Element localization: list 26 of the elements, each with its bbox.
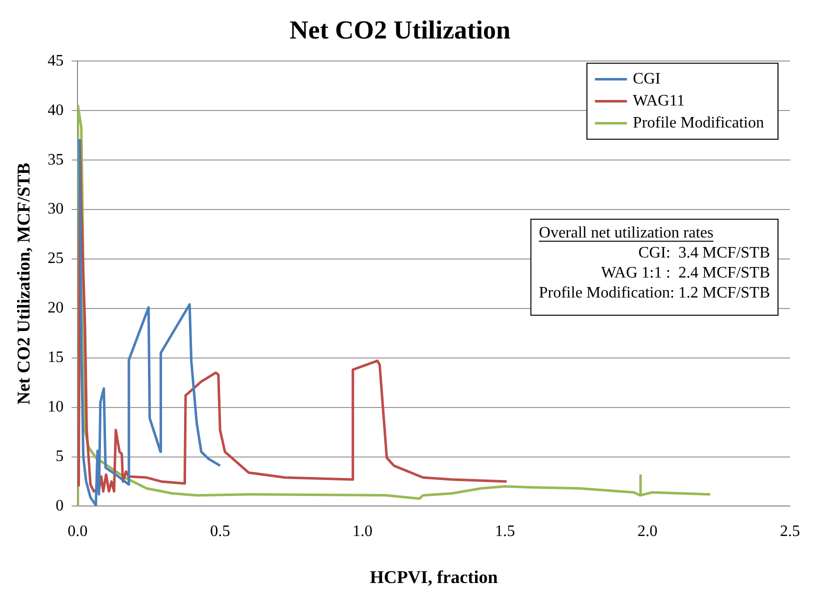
legend-label: WAG11 [632, 92, 685, 110]
x-tick-label: 1.0 [352, 523, 373, 540]
annotation: CGI: 3.4 MCF/STB [638, 244, 770, 262]
annotation: WAG 1:1 : 2.4 MCF/STB [601, 264, 770, 282]
annotation: Overall net utilization rates [538, 224, 714, 242]
y-tick-label: 10 [48, 398, 64, 416]
annotation: Profile Modification: 1.2 MCF/STB [538, 284, 770, 302]
x-tick-label: 0.5 [210, 523, 230, 540]
y-tick-label: 25 [48, 250, 64, 268]
x-tick-label: 0.0 [68, 523, 88, 540]
legend-label: CGI [632, 70, 660, 88]
y-tick-label: 5 [56, 448, 64, 465]
x-tick-label: 1.5 [495, 523, 516, 540]
x-tick-label: 2.5 [780, 523, 800, 540]
x-axis-title: HCPVI, fraction [370, 566, 498, 587]
y-tick-label: 30 [48, 200, 64, 218]
legend-label: Profile Modification [632, 114, 764, 132]
y-tick-label: 20 [48, 300, 64, 317]
y-tick-label: 0 [56, 497, 64, 514]
y-tick-label: 40 [48, 102, 64, 119]
y-tick-label: 45 [48, 52, 64, 70]
y-axis-title: Net CO2 Utilization, MCF/STB [13, 162, 34, 405]
chart-title: Net CO2 Utilization [290, 15, 512, 44]
x-tick-label: 2.0 [638, 523, 658, 540]
y-tick-label: 15 [48, 349, 64, 366]
y-tick-label: 35 [48, 151, 64, 168]
